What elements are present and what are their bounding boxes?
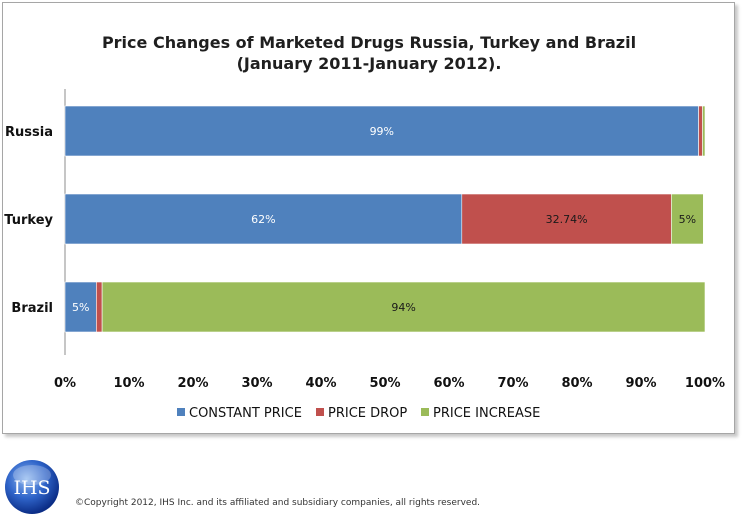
plot-area: Russia 99% Turkey 62% 32.74% 5% Brazil 5% 94% 0% 1…: [4, 89, 725, 391]
x-tick-label: 10%: [113, 376, 144, 391]
x-tick-label: 100%: [685, 376, 725, 391]
bar-price-drop-turkey: [461, 193, 672, 245]
category-label-russia: Russia: [5, 125, 53, 140]
data-label: 5%: [679, 213, 696, 226]
chart-title-line-2: (January 2011-January 2012).: [237, 54, 502, 73]
legend-label-price-increase: PRICE INCREASE: [433, 406, 540, 421]
legend-swatch-price-drop: [316, 408, 324, 416]
chart: Price Changes of Marketed Drugs Russia, …: [4, 33, 725, 421]
x-tick-label: 50%: [369, 376, 400, 391]
category-label-turkey: Turkey: [4, 213, 53, 228]
legend-label-constant-price: CONSTANT PRICE: [189, 406, 302, 421]
legend: CONSTANT PRICE PRICE DROP PRICE INCREASE: [177, 406, 540, 421]
legend-label-price-drop: PRICE DROP: [328, 406, 407, 421]
bar-price-drop-russia: [698, 105, 703, 157]
data-label: 32.74%: [546, 213, 588, 226]
x-tick-label: 80%: [561, 376, 592, 391]
x-tick-label: 60%: [433, 376, 464, 391]
bar-price-drop-brazil: [96, 281, 103, 333]
bar-price-increase-brazil: [101, 281, 706, 333]
ihs-logo: IHS: [5, 460, 59, 514]
x-tick-label: 70%: [497, 376, 528, 391]
legend-swatch-price-increase: [421, 408, 429, 416]
data-label: 62%: [251, 213, 275, 226]
bar-price-increase-turkey: [671, 193, 704, 245]
logo-text: IHS: [13, 477, 50, 499]
x-tick-label: 30%: [241, 376, 272, 391]
copyright-text: ©Copyright 2012, IHS Inc. and its affili…: [75, 498, 481, 508]
x-tick-label: 0%: [54, 376, 76, 391]
x-tick-label: 20%: [177, 376, 208, 391]
category-label-brazil: Brazil: [11, 301, 53, 316]
data-label: 94%: [391, 301, 415, 314]
data-label: 5%: [72, 301, 89, 314]
bar-price-increase-russia: [702, 105, 706, 157]
bar-constant-price-russia: [64, 105, 699, 157]
data-label: 99%: [370, 125, 394, 138]
chart-title-line-1: Price Changes of Marketed Drugs Russia, …: [102, 33, 636, 52]
chart-frame: Price Changes of Marketed Drugs Russia, …: [2, 2, 735, 434]
legend-swatch-constant-price: [177, 408, 185, 416]
x-tick-label: 40%: [305, 376, 336, 391]
bar-constant-price-turkey: [64, 193, 463, 245]
x-tick-label: 90%: [625, 376, 656, 391]
